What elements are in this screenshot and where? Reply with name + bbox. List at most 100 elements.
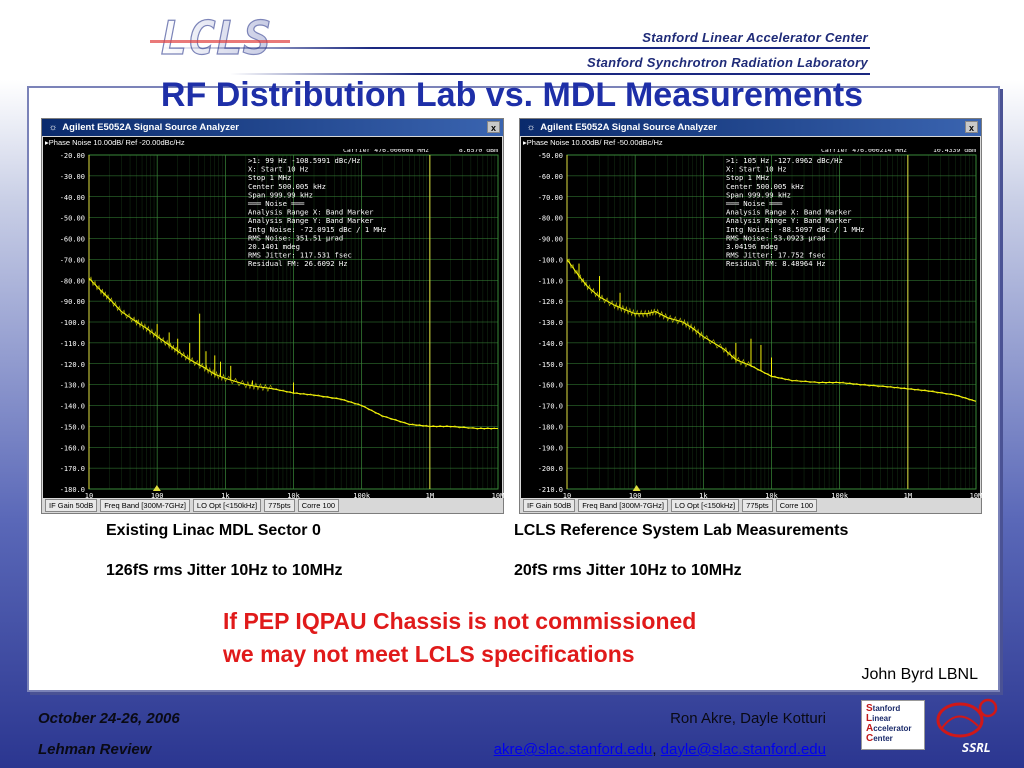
x-tick-label: 1M (904, 492, 912, 500)
analyzer-title-text: Agilent E5052A Signal Source Analyzer (62, 122, 239, 133)
x-tick-label: 1k (699, 492, 708, 500)
readout-line: 20.1401 mdeg (248, 242, 300, 251)
institution-slac: Stanford Linear Accelerator Center (642, 30, 868, 45)
y-tick-label: -170.0 (60, 465, 85, 473)
status-points: 775pts (264, 499, 295, 512)
readout-line: Intg Noise: -72.0915 dBc / 1 MHz (248, 225, 386, 234)
carrier-power: 10.4339 dBm (933, 149, 976, 154)
readout-line: Residual FM: 26.6092 Hz (248, 259, 348, 268)
footer-emails: akre@slac.stanford.edu, dayle@slac.stanf… (494, 741, 826, 758)
footer-review: Lehman Review (38, 741, 152, 758)
carrier-label: Carrier 476.000008 MHz (343, 149, 429, 154)
phase-noise-trace (88, 277, 498, 430)
warning-text: If PEP IQPAU Chassis is not commissioned… (223, 605, 696, 671)
x-tick-label: 100 (629, 492, 642, 500)
marker-triangle (152, 485, 161, 491)
slide-title: RF Distribution Lab vs. MDL Measurements (160, 76, 864, 114)
analyzer-screen: ▸Phase Noise 10.00dB/ Ref -20.00dBc/Hz -… (43, 137, 504, 500)
footer-authors: Ron Akre, Dayle Kotturi (670, 710, 826, 727)
y-tick-label: -30.00 (60, 173, 85, 181)
y-tick-label: -80.00 (538, 215, 563, 223)
analyzer-titlebar: ☼ Agilent E5052A Signal Source Analyzer … (42, 119, 503, 136)
y-tick-label: -130.0 (60, 382, 85, 390)
status-lo-opt: LO Opt [<150kHz] (192, 499, 262, 512)
readout-line: RMS Jitter: 17.752 fsec (726, 251, 826, 260)
x-tick-label: 100k (831, 492, 849, 500)
analyzer-screen: ▸Phase Noise 10.00dB/ Ref -50.00dBc/Hz -… (521, 137, 982, 500)
y-tick-label: -110.0 (538, 277, 563, 285)
status-corr: Corre 100 (775, 499, 818, 512)
y-tick-label: -60.00 (60, 236, 85, 244)
slide-header: LCLS Stanford Linear Accelerator Center … (0, 0, 1024, 80)
x-tick-label: 10k (765, 492, 778, 500)
caption-left-title: Existing Linac MDL Sector 0 (106, 522, 321, 539)
y-tick-label: -70.00 (538, 194, 563, 202)
analyzer-window-right: ☼ Agilent E5052A Signal Source Analyzer … (519, 118, 982, 514)
y-tick-label: -40.00 (60, 194, 85, 202)
readout-line: Analysis Range Y: Band Marker (248, 216, 374, 225)
caption-left-jitter: 126fS rms Jitter 10Hz to 10MHz (106, 562, 343, 579)
readout-line: >1: 99 Hz -108.5991 dBc/Hz (248, 156, 361, 165)
analyzer-titlebar: ☼ Agilent E5052A Signal Source Analyzer … (520, 119, 981, 136)
y-tick-label: -180.0 (60, 486, 85, 494)
readout-line: Analysis Range X: Band Marker (726, 208, 852, 217)
y-tick-label: -50.00 (538, 152, 563, 160)
analyzer-app-icon: ☼ (526, 122, 536, 133)
email-link-dayle[interactable]: dayle@slac.stanford.edu (660, 741, 826, 758)
slac-logo-line: Linear (866, 713, 892, 724)
email-link-akre[interactable]: akre@slac.stanford.edu (493, 741, 653, 758)
y-tick-label: -90.00 (60, 298, 85, 306)
y-tick-label: -100.0 (538, 256, 563, 264)
header-rule-bottom (230, 73, 870, 75)
close-icon[interactable]: x (965, 121, 978, 133)
y-tick-label: -140.0 (538, 340, 563, 348)
y-tick-label: -60.00 (538, 173, 563, 181)
readout-line: Span 999.99 kHz (248, 190, 313, 199)
warning-line-2: we may not meet LCLS specifications (223, 641, 635, 667)
y-tick-label: -120.0 (538, 298, 563, 306)
phase-noise-trace-noise (566, 258, 973, 401)
y-tick-label: -130.0 (538, 319, 563, 327)
x-tick-label: 10 (563, 492, 571, 500)
slac-logo-line: Stanford (866, 703, 901, 714)
x-tick-label: 100 (151, 492, 164, 500)
readout-line: 3.04196 mdeg (726, 242, 778, 251)
carrier-power: 8.6570 dBm (459, 149, 498, 154)
x-tick-label: 10k (287, 492, 300, 500)
readout-line: Intg Noise: -88.5097 dBc / 1 MHz (726, 225, 864, 234)
analyzer-app-icon: ☼ (48, 122, 58, 133)
x-tick-label: 10M (492, 492, 504, 500)
readout-line: Stop 1 MHz (248, 173, 291, 182)
readout-line: Span 999.99 kHz (726, 190, 791, 199)
x-tick-label: 10M (970, 492, 982, 500)
caption-right-jitter: 20fS rms Jitter 10Hz to 10MHz (514, 562, 742, 579)
institution-ssrl: Stanford Synchrotron Radiation Laborator… (587, 55, 868, 70)
trace-header: ▸Phase Noise 10.00dB/ Ref -20.00dBc/Hz (45, 138, 185, 147)
y-tick-label: -150.0 (538, 361, 563, 369)
svg-text:LCLS: LCLS (160, 11, 271, 65)
slac-logo-line: Center (866, 733, 893, 744)
status-lo-opt: LO Opt [<150kHz] (670, 499, 740, 512)
status-points: 775pts (742, 499, 773, 512)
x-tick-label: 1k (221, 492, 230, 500)
credit-text: John Byrd LBNL (861, 666, 978, 683)
email-separator: , (652, 741, 661, 758)
status-if-gain: IF Gain 50dB (45, 499, 98, 512)
marker-triangle (632, 485, 641, 491)
readout-line: ═══ Noise ═══ (725, 199, 783, 208)
x-tick-label: 1M (426, 492, 434, 500)
footer-date: October 24-26, 2006 (38, 710, 180, 727)
close-icon[interactable]: x (487, 121, 500, 133)
y-tick-label: -90.00 (538, 236, 563, 244)
y-tick-label: -170.0 (538, 403, 563, 411)
readout-line: X: Start 10 Hz (248, 165, 309, 174)
slac-logo-line: Accelerator (866, 723, 912, 734)
y-tick-label: -160.0 (60, 444, 85, 452)
caption-right-title: LCLS Reference System Lab Measurements (514, 522, 849, 539)
x-tick-label: 100k (353, 492, 371, 500)
y-tick-label: -200.0 (538, 465, 563, 473)
analyzer-window-left: ☼ Agilent E5052A Signal Source Analyzer … (41, 118, 504, 514)
readout-line: >1: 105 Hz -127.0962 dBc/Hz (726, 156, 843, 165)
readout-line: X: Start 10 Hz (726, 165, 787, 174)
y-tick-label: -120.0 (60, 361, 85, 369)
